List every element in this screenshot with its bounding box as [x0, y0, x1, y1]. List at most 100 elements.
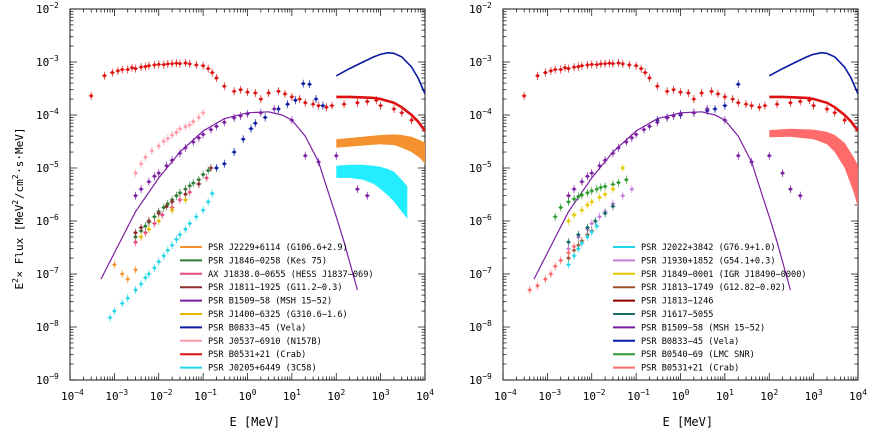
y-tick-label: 10−3 — [36, 54, 59, 69]
x-tick-label: 10−1 — [194, 388, 217, 403]
x-tick-label: 103 — [805, 388, 823, 403]
point-msh-15-52-points — [671, 111, 677, 120]
legend-label: PSR J1813−1246 — [641, 297, 713, 307]
point-lmc-snr-points — [594, 185, 600, 194]
x-tick-label: 102 — [327, 388, 345, 403]
point-j1617-points — [575, 230, 581, 239]
curve-vela-model — [335, 51, 425, 95]
point-msh-15-52-points — [333, 151, 339, 160]
point-crab-points — [558, 65, 564, 74]
point-crab-low-points — [548, 270, 554, 278]
point-hess-j1837-points — [151, 219, 157, 228]
point-crab-points — [552, 65, 558, 74]
point-lmc-snr-points — [598, 183, 604, 192]
point-n157b-points — [149, 146, 155, 155]
legend: PSR J2229+6114 (G106.6+2.9) PSR J1846−025… — [180, 243, 374, 374]
legend-label: PSR B0531+21 (Crab) — [208, 350, 306, 360]
point-hess-j1837-points — [142, 228, 148, 237]
point-crab-points — [671, 85, 677, 94]
point-g76-9-points — [579, 239, 585, 248]
point-crab-points — [161, 60, 167, 69]
point-vela-points — [313, 95, 319, 104]
legend-label: PSR J1811−1925 (G11.2−0.3) — [208, 283, 343, 293]
point-crab-points — [722, 92, 728, 101]
point-msh-15-52-points — [646, 122, 652, 131]
point-crab-points — [151, 60, 157, 69]
point-crab-points — [115, 66, 121, 75]
point-msh-15-52-points — [629, 133, 635, 142]
point-msh-15-52-points — [704, 104, 710, 113]
plot-area — [521, 51, 858, 294]
x-tick-label: 101 — [283, 388, 301, 403]
legend-label: PSR B0540−69 (LMC SNR) — [641, 350, 755, 360]
point-g310-6-points — [138, 232, 144, 241]
x-axis-label: E [MeV] — [663, 415, 714, 429]
point-crab-points — [678, 88, 683, 97]
point-n157b-points — [182, 122, 188, 131]
y-axis-label: E2 × Flux [MeV2 /cm2 ·s·MeV] — [11, 127, 26, 289]
point-j1617-points — [610, 202, 616, 211]
point-crab-points — [699, 89, 705, 98]
y-tick-label: 10−5 — [36, 160, 59, 175]
point-n157b-points — [190, 117, 196, 126]
point-lmc-snr-points — [566, 197, 572, 206]
point-g54-1-points — [629, 185, 635, 194]
legend-label: PSR B1509−58 (MSH 15−52) — [208, 297, 332, 307]
point-crab-points — [589, 60, 595, 69]
point-vela-points — [276, 104, 282, 113]
point-j1617-points — [592, 217, 598, 225]
point-igr-j18490-points — [620, 164, 626, 172]
point-crab-points — [579, 61, 585, 70]
point-g76-9-points — [594, 222, 600, 231]
point-n157b-points — [165, 134, 171, 143]
point-crab-points — [584, 60, 590, 69]
point-3c58-points — [142, 273, 148, 282]
point-crab-low-points — [552, 262, 558, 271]
plot-area — [88, 51, 425, 322]
point-lmc-snr-points — [584, 188, 590, 197]
point-crab-points — [209, 68, 215, 77]
point-crab-points — [756, 103, 762, 112]
y-tick-label: 10−8 — [469, 319, 492, 334]
legend-label: PSR J1813−1749 (G12.82−0.02) — [641, 283, 786, 293]
point-crab-points — [276, 87, 282, 96]
point-g54-1-points — [597, 212, 603, 221]
band-crab-tev-band — [769, 128, 858, 208]
point-vela-points — [735, 80, 741, 89]
point-msh-15-52-points — [133, 191, 139, 200]
point-hess-j1837-points — [187, 188, 193, 197]
y-tick-label: 10−9 — [469, 372, 492, 387]
point-msh-15-52-points — [364, 191, 370, 200]
point-msh-15-52-points — [208, 125, 214, 134]
point-vela-points — [262, 113, 268, 122]
point-crab-low-points — [542, 275, 548, 284]
point-igr-j18490-points — [597, 193, 603, 202]
point-vela-points — [231, 148, 237, 157]
point-crab-points — [626, 60, 632, 69]
x-tick-label: 10−4 — [494, 388, 517, 403]
point-g310-6-points — [156, 217, 162, 225]
point-msh-15-52-points — [182, 143, 188, 152]
point-crab-points — [109, 68, 115, 77]
point-crab-points — [329, 101, 335, 110]
point-j1617-points — [584, 223, 590, 232]
point-msh-15-52-points — [196, 133, 202, 142]
point-g76-9-points — [589, 228, 595, 237]
point-igr-j18490-points — [566, 217, 572, 225]
point-msh-15-52-points — [200, 130, 206, 139]
point-msh-15-52-points — [664, 113, 670, 122]
point-msh-15-52-points — [589, 169, 595, 178]
point-3c58-points — [173, 235, 179, 244]
point-msh-15-52-points — [766, 151, 772, 160]
point-n157b-points — [156, 142, 162, 151]
point-crab-points — [238, 85, 244, 94]
point-crab-points — [323, 103, 329, 112]
y-tick-label: 10−4 — [469, 107, 492, 122]
point-msh-15-52-points — [245, 109, 250, 118]
point-msh-15-52-points — [213, 122, 219, 131]
legend-label: PSR J2022+3842 (G76.9+1.0) — [641, 243, 776, 253]
point-crab-points — [571, 63, 577, 72]
point-lmc-snr-points — [552, 212, 558, 221]
point-n157b-points — [187, 120, 193, 129]
